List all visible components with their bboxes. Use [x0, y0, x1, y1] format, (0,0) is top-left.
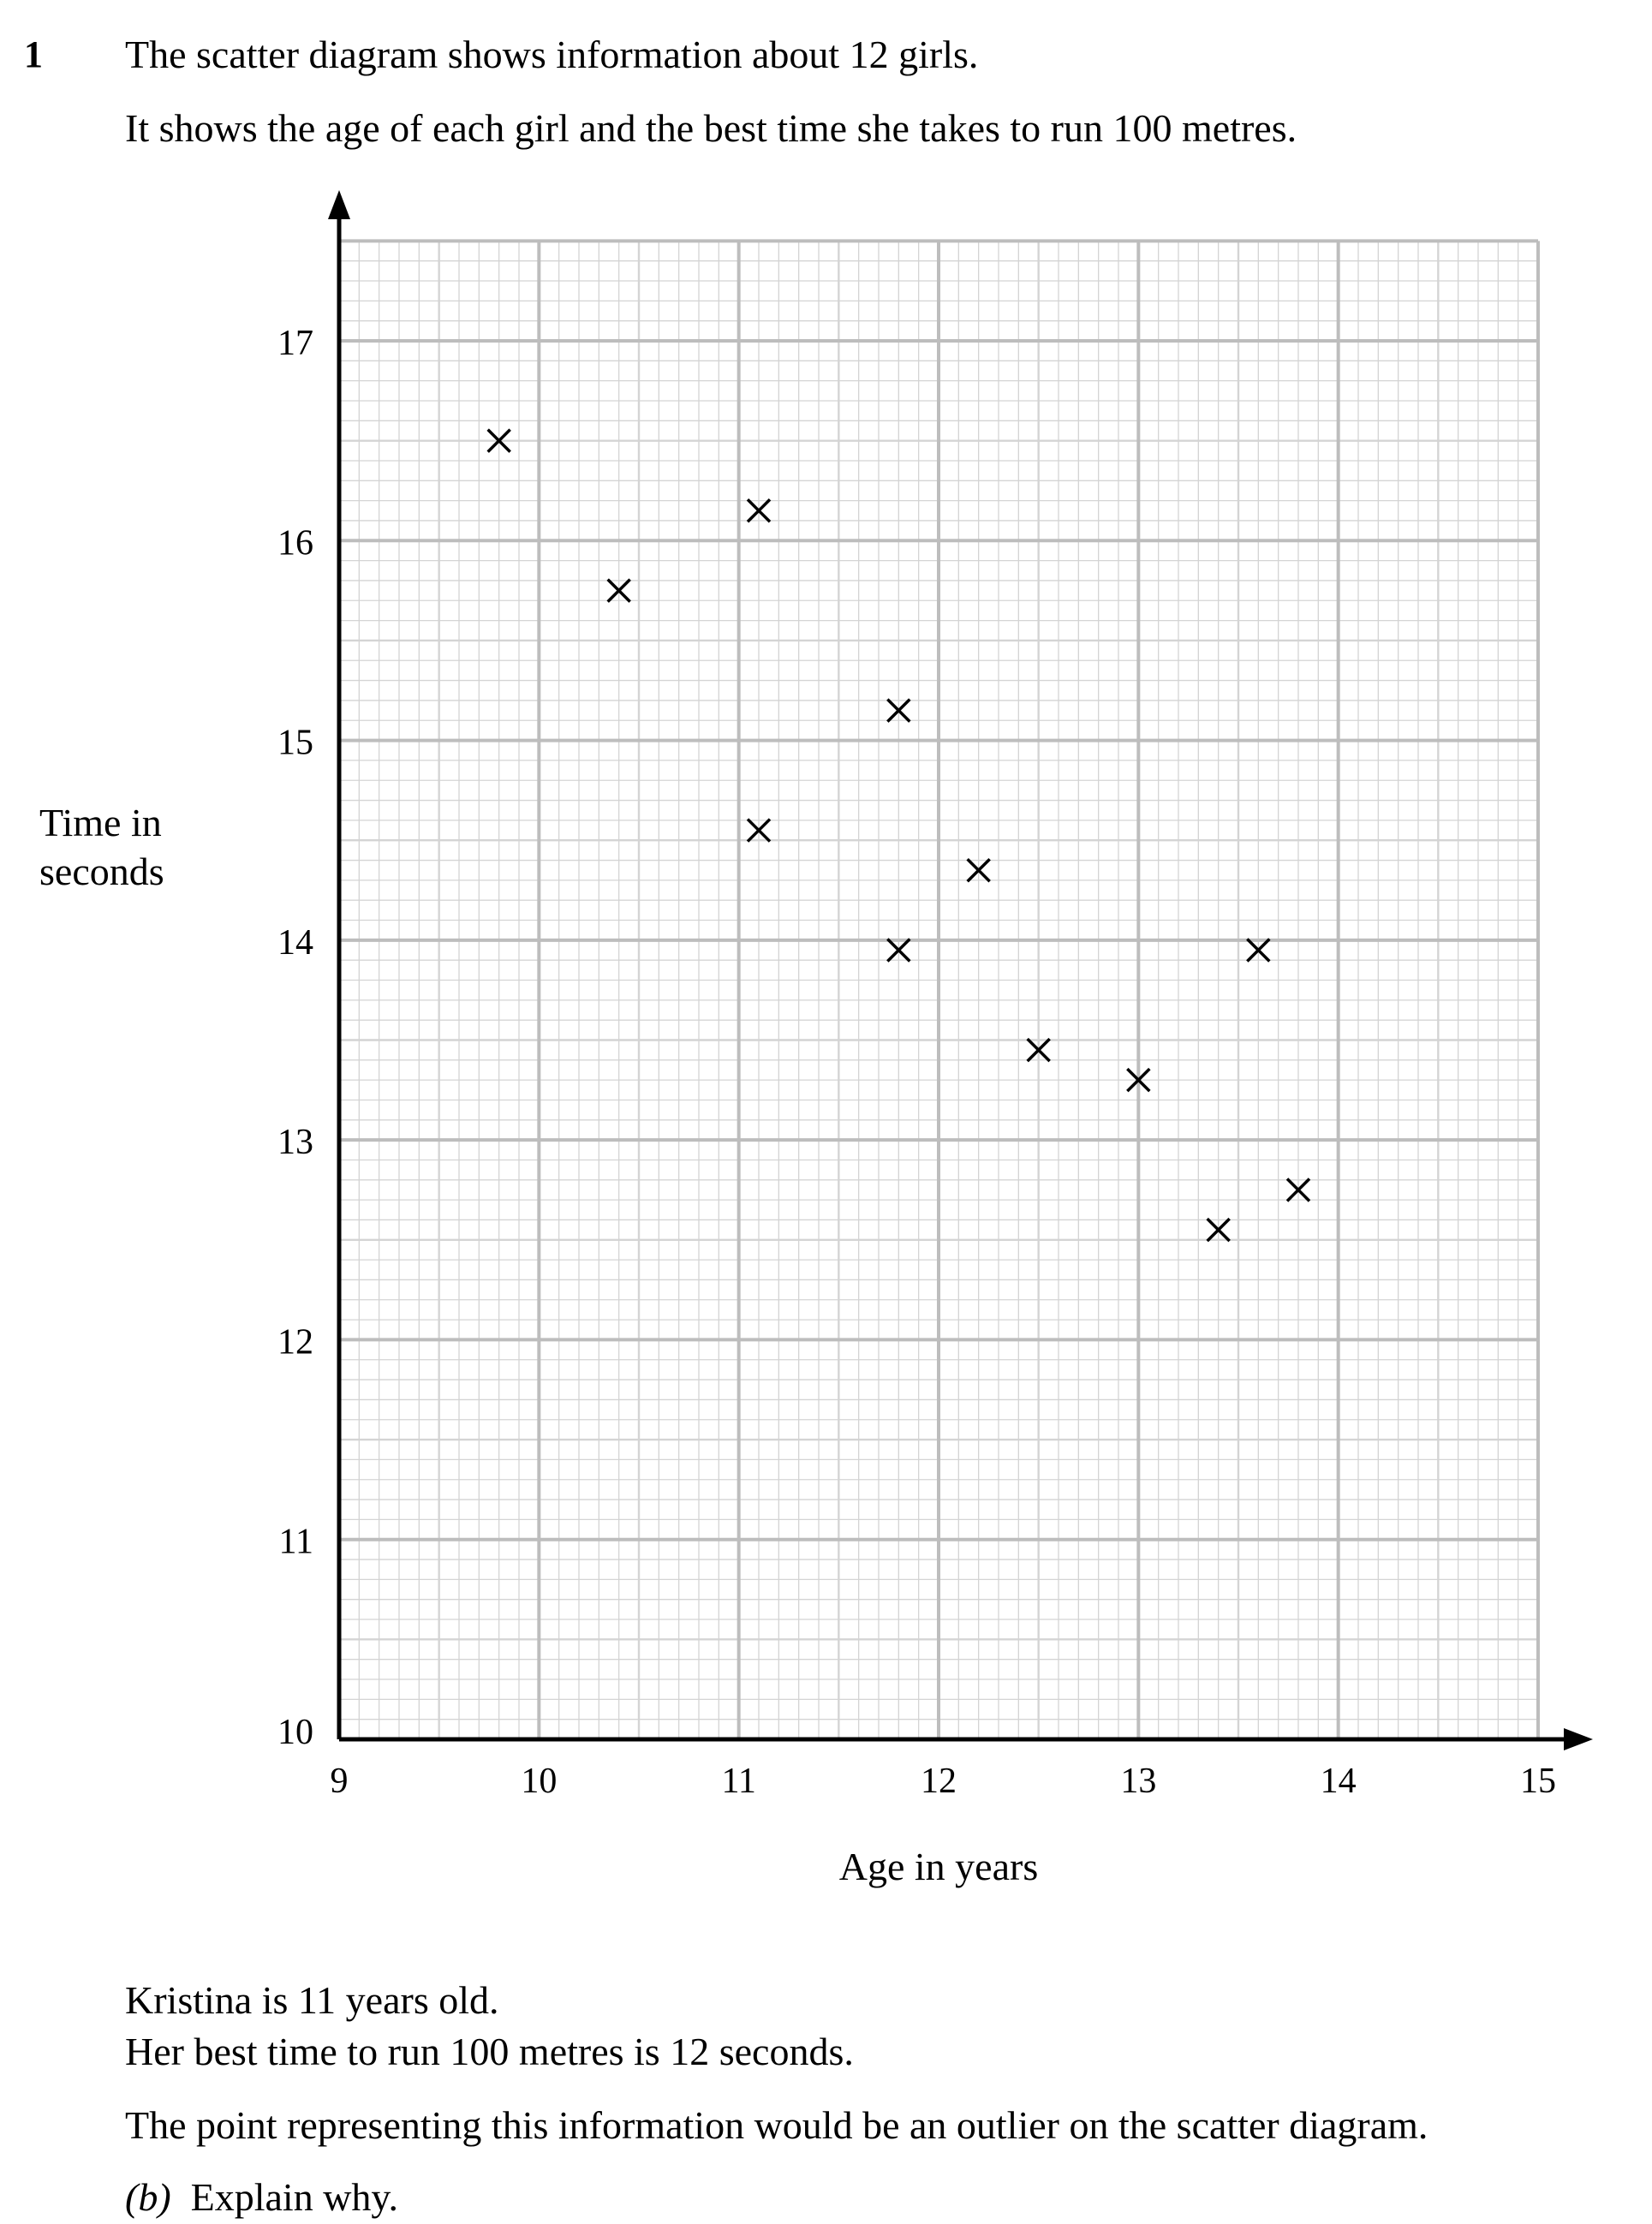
y-tick-label: 10	[277, 1713, 313, 1752]
data-point	[886, 698, 911, 723]
x-axis-arrow	[1564, 1728, 1593, 1750]
scatter-diagram: 9 10 11 12 13 14 15 10 11 12 13 14 15 16 17 Age in yea…	[39, 190, 1593, 1888]
question-number: 1	[24, 33, 43, 75]
x-tick-label: 14	[1321, 1762, 1357, 1801]
data-point	[606, 578, 631, 603]
data-point	[1026, 1037, 1051, 1063]
tick-labels: 9 10 11 12 13 14 15 10 11 12 13 14 15 16 17	[277, 324, 1556, 1801]
axis-labels: Age in years Time in seconds	[39, 801, 1038, 1888]
info-line-2: Her best time to run 100 metres is 12 se…	[125, 2030, 854, 2073]
part-label: (b)	[125, 2175, 171, 2219]
y-axis-label-line-1: Time in	[39, 801, 162, 844]
intro-line-1: The scatter diagram shows information ab…	[125, 33, 979, 76]
x-tick-label: 13	[1120, 1762, 1156, 1801]
y-tick-label: 13	[277, 1123, 313, 1162]
info-line-3: The point representing this information …	[125, 2103, 1428, 2147]
data-point	[966, 857, 991, 883]
x-tick-label: 12	[921, 1762, 957, 1801]
data-point	[486, 428, 511, 453]
data-point	[1206, 1217, 1231, 1243]
axes	[328, 190, 1593, 1750]
x-axis-label: Age in years	[839, 1845, 1038, 1888]
data-point	[886, 938, 911, 963]
y-tick-label: 14	[277, 923, 313, 963]
intro-line-2: It shows the age of each girl and the be…	[125, 106, 1297, 150]
x-tick-label: 15	[1520, 1762, 1556, 1801]
part-text: Explain why.	[190, 2175, 398, 2219]
grid-major-lines	[337, 241, 1540, 1741]
y-tick-label: 16	[277, 523, 313, 563]
data-point	[1126, 1067, 1151, 1093]
data-point	[1246, 938, 1271, 963]
data-points	[486, 428, 1311, 1243]
y-tick-label: 17	[277, 324, 313, 363]
y-tick-label: 11	[279, 1523, 313, 1562]
x-tick-label: 9	[331, 1762, 349, 1801]
y-axis-label-line-2: seconds	[39, 850, 164, 893]
x-tick-label: 10	[521, 1762, 557, 1801]
y-axis-arrow	[328, 190, 350, 219]
info-line-1: Kristina is 11 years old.	[125, 1978, 499, 2022]
part-b-question: (b) Explain why.	[125, 2173, 398, 2221]
data-point	[746, 498, 772, 523]
y-tick-label: 12	[277, 1322, 313, 1362]
y-tick-label: 15	[277, 724, 313, 763]
data-point	[746, 818, 772, 843]
data-point	[1285, 1178, 1311, 1202]
x-tick-label: 11	[721, 1762, 755, 1801]
